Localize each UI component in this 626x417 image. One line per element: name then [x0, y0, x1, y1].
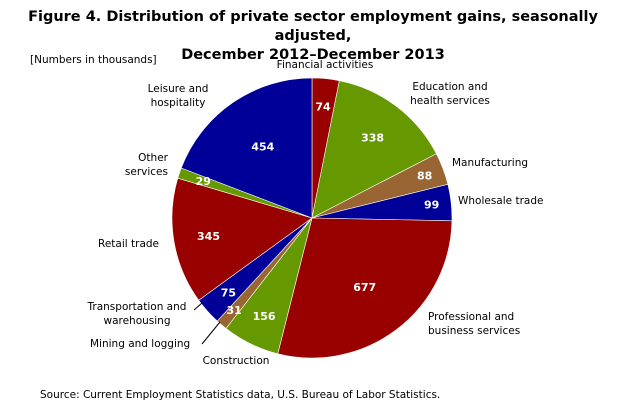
category-label-wholesale-trade: Wholesale trade	[458, 195, 543, 207]
category-label-leisure-and-hospitality: Leisure and hospitality	[148, 83, 209, 109]
units-note: [Numbers in thousands]	[30, 54, 157, 66]
chart-title-line-2: December 2012–December 2013	[181, 47, 445, 63]
category-label-line: Financial activities	[277, 59, 374, 71]
pie-slice-education-and-health-services	[311, 80, 437, 219]
category-label-retail-trade: Retail trade	[98, 238, 159, 250]
chart-title: Figure 4. Distribution of private sector…	[0, 8, 626, 65]
value-label-retail-trade: 345	[197, 230, 220, 243]
source-note: Source: Current Employment Statistics da…	[40, 389, 441, 401]
category-label-manufacturing: Manufacturing	[452, 157, 528, 169]
value-label-financial-activities: 74	[315, 101, 331, 114]
value-label-professional-and-business-services: 677	[353, 281, 376, 294]
category-label-education-and-health-services: Education and health services	[410, 81, 490, 107]
chart-title-line-1: Figure 4. Distribution of private sector…	[28, 9, 598, 44]
category-label-line: Wholesale trade	[458, 195, 543, 207]
value-label-mining-and-logging: 31	[227, 304, 242, 317]
value-label-manufacturing: 88	[417, 170, 432, 183]
value-label-transportation-and-warehousing: 75	[221, 287, 236, 300]
category-label-other-services: Other services	[125, 152, 169, 178]
value-label-education-and-health-services: 338	[361, 132, 384, 145]
category-label-line: Professional and	[428, 311, 514, 323]
value-labels: 74 338 88 99 677 156 31 75 345 29 454	[196, 101, 440, 324]
category-label-line: Leisure and	[148, 83, 209, 95]
category-label-line: Other	[138, 152, 168, 164]
category-label-line: hospitality	[151, 97, 206, 109]
category-label-line: Manufacturing	[452, 157, 528, 169]
value-label-construction: 156	[253, 310, 276, 323]
category-label-line: Transportation and	[87, 301, 187, 313]
category-label-mining-and-logging: Mining and logging	[90, 338, 190, 350]
category-label-line: Construction	[203, 355, 270, 367]
category-label-line: Retail trade	[98, 238, 159, 250]
category-labels: Financial activities Education and health …	[87, 59, 544, 367]
pie-slice-retail-trade	[171, 177, 313, 301]
category-label-construction: Construction	[203, 355, 270, 367]
category-label-transportation-and-warehousing: Transportation and warehousing	[87, 301, 187, 327]
category-label-financial-activities: Financial activities	[277, 59, 374, 71]
category-label-line: Mining and logging	[90, 338, 190, 350]
pie-slice-professional-and-business-services	[277, 217, 453, 359]
value-label-wholesale-trade: 99	[424, 199, 439, 212]
category-label-professional-and-business-services: Professional and business services	[428, 311, 520, 337]
leader-lines	[193, 302, 221, 345]
value-label-other-services: 29	[196, 175, 211, 188]
category-label-line: warehousing	[103, 315, 170, 327]
category-label-line: services	[125, 166, 168, 178]
category-label-line: Education and	[412, 81, 487, 93]
leader-line-mining-and-logging	[201, 321, 221, 345]
category-label-line: health services	[410, 95, 490, 107]
leader-line-transportation-and-warehousing	[193, 302, 203, 311]
category-label-line: business services	[428, 325, 520, 337]
value-label-leisure-and-hospitality: 454	[251, 141, 274, 154]
pie-slices	[171, 77, 453, 359]
pie-slice-leisure-and-hospitality	[180, 77, 313, 219]
